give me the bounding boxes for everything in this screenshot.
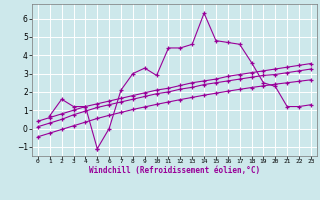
X-axis label: Windchill (Refroidissement éolien,°C): Windchill (Refroidissement éolien,°C) xyxy=(89,166,260,175)
